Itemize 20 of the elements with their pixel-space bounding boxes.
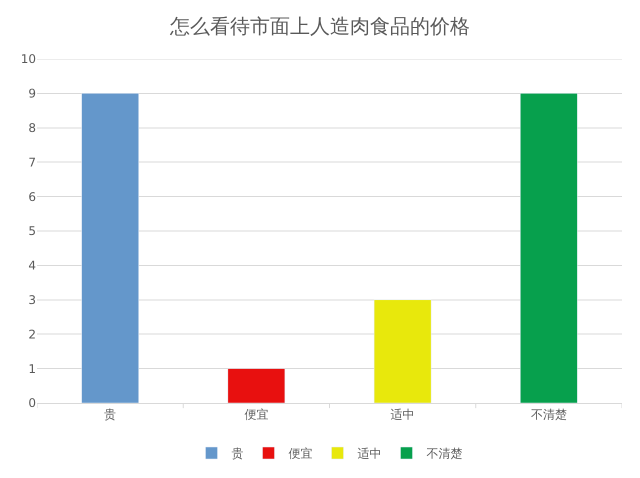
legend-label: 便宜 [288,446,312,461]
y-tick-label: 0 [28,396,36,410]
y-tick-label: 8 [28,121,36,135]
legend-label: 不清楚 [426,446,462,461]
y-tick-label: 10 [20,52,36,66]
y-tick-label: 3 [28,293,36,307]
y-tick-label: 9 [28,86,36,101]
legend-label: 贵 [232,446,244,461]
y-tick-label: 7 [28,155,36,170]
y-tick-label: 5 [28,224,36,238]
x-tick-label: 便宜 [244,407,268,422]
x-tick-label: 贵 [104,407,116,422]
x-tick-label: 不清楚 [530,407,567,422]
x-tick-label: 适中 [390,407,415,422]
chart-title: 怎么看待市面上人造肉食品的价格 [169,14,470,38]
y-tick-label: 1 [28,362,36,376]
legend-label: 适中 [358,446,382,461]
y-tick-label: 6 [28,190,36,204]
y-tick-label: 4 [28,258,36,273]
y-tick-label: 2 [28,327,36,342]
